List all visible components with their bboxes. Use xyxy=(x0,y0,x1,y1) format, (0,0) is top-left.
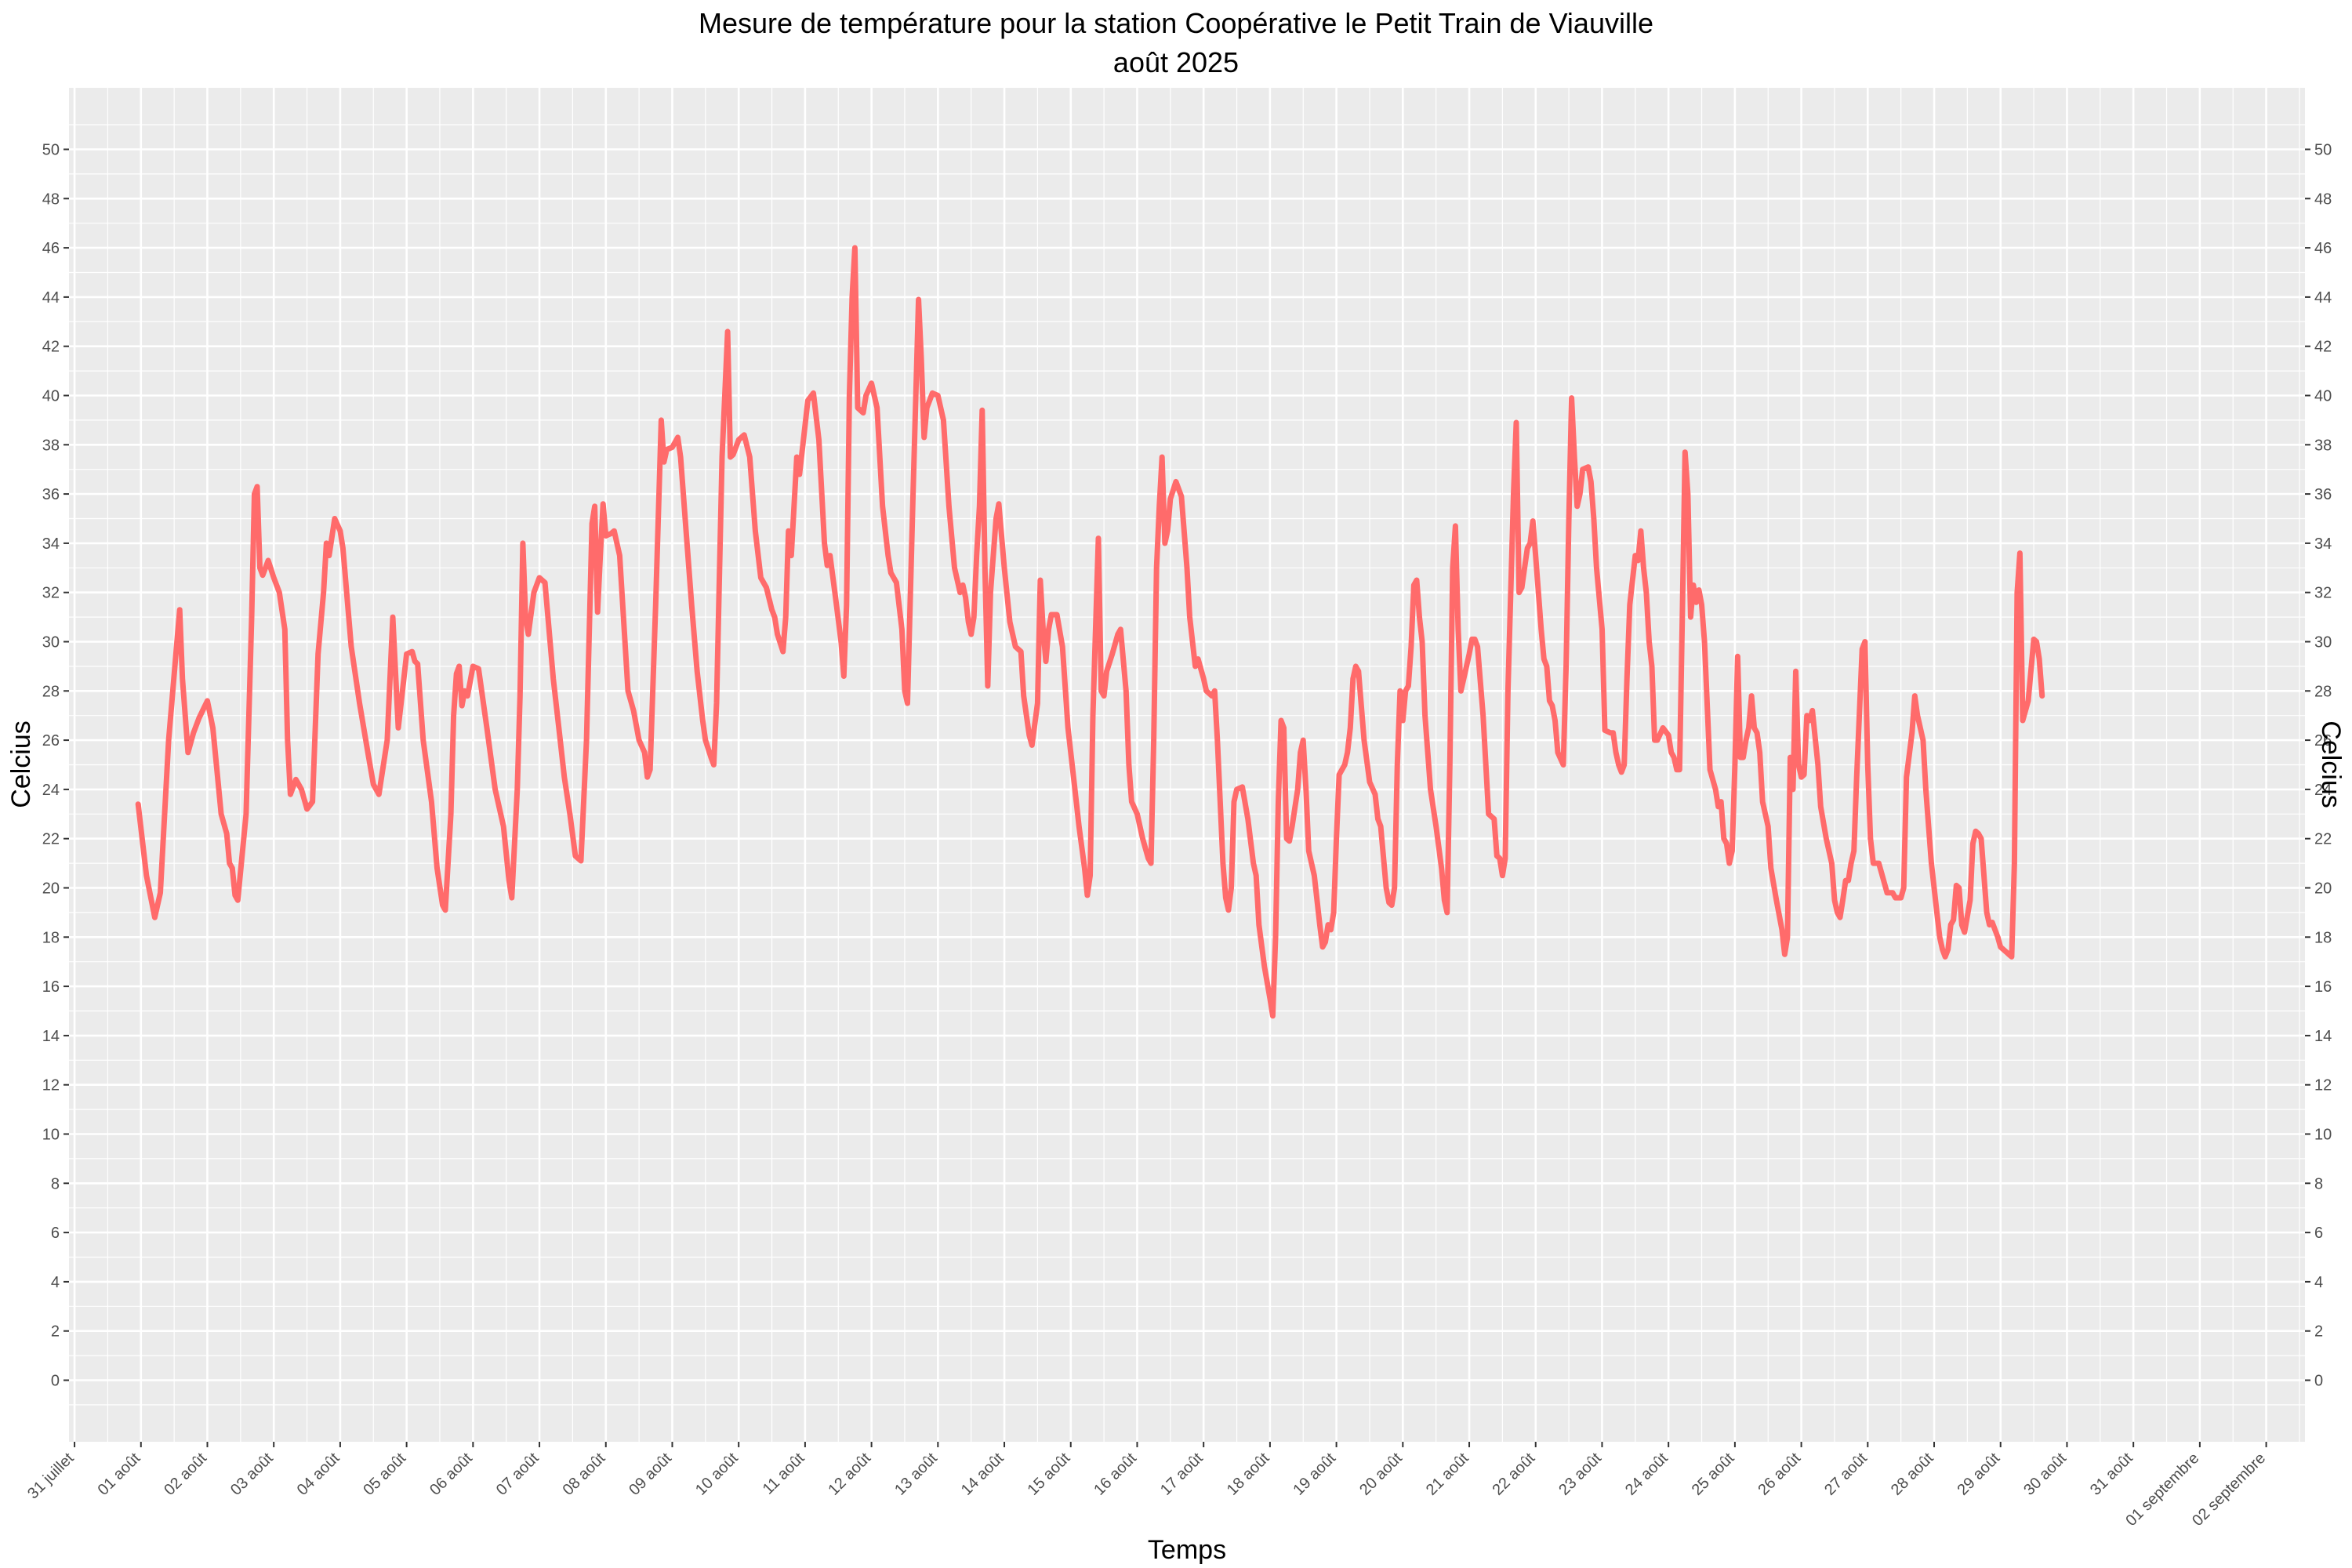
y-tick-label: 22 xyxy=(2314,831,2332,848)
y-tick-label: 36 xyxy=(42,486,60,503)
y-tick-label: 22 xyxy=(42,831,60,848)
y-tick-label: 2 xyxy=(51,1323,60,1341)
y-tick-label: 48 xyxy=(42,191,60,208)
y-tick-label: 6 xyxy=(2314,1225,2323,1242)
y-tick-label: 32 xyxy=(2314,585,2332,602)
y-axis-right: 0246810121416182022242628303234363840424… xyxy=(2305,142,2332,1390)
y-tick-label: 10 xyxy=(2314,1127,2332,1144)
y-tick-label: 24 xyxy=(2314,782,2332,799)
y-tick-label: 38 xyxy=(42,437,60,454)
y-tick-label: 4 xyxy=(51,1274,60,1291)
y-axis-title-left: Celcius xyxy=(6,720,36,808)
y-axis-title-right: Celcius xyxy=(2316,720,2346,808)
y-tick-label: 34 xyxy=(42,535,60,553)
y-tick-label: 12 xyxy=(42,1077,60,1094)
y-tick-label: 10 xyxy=(42,1127,60,1144)
y-tick-label: 2 xyxy=(2314,1323,2323,1341)
y-tick-label: 50 xyxy=(42,142,60,159)
y-tick-label: 46 xyxy=(2314,240,2332,257)
y-tick-label: 28 xyxy=(42,683,60,700)
y-tick-label: 14 xyxy=(2314,1028,2332,1045)
y-tick-label: 38 xyxy=(2314,437,2332,454)
temperature-series-line xyxy=(135,245,2045,1019)
y-tick-label: 16 xyxy=(2314,978,2332,996)
y-tick-label: 0 xyxy=(2314,1373,2323,1390)
y-tick-label: 0 xyxy=(51,1373,60,1390)
chart-subtitle: août 2025 xyxy=(1113,46,1239,78)
y-tick-label: 6 xyxy=(51,1225,60,1242)
x-axis-title: Temps xyxy=(1148,1535,1226,1565)
y-tick-label: 40 xyxy=(42,388,60,405)
y-axis-left: 0246810121416182022242628303234363840424… xyxy=(42,142,69,1390)
minor-gridlines xyxy=(69,88,2305,1442)
y-tick-label: 4 xyxy=(2314,1274,2323,1291)
y-tick-label: 28 xyxy=(2314,683,2332,700)
y-tick-label: 36 xyxy=(2314,486,2332,503)
data-series xyxy=(135,245,2045,1019)
y-tick-label: 16 xyxy=(42,978,60,996)
y-tick-label: 42 xyxy=(2314,339,2332,356)
y-tick-label: 48 xyxy=(2314,191,2332,208)
y-tick-label: 20 xyxy=(2314,880,2332,898)
y-tick-label: 30 xyxy=(2314,634,2332,652)
y-tick-label: 42 xyxy=(42,339,60,356)
y-tick-label: 20 xyxy=(42,880,60,898)
y-tick-label: 14 xyxy=(42,1028,60,1045)
y-tick-label: 8 xyxy=(51,1175,60,1192)
y-tick-label: 46 xyxy=(42,240,60,257)
chart-title: Mesure de température pour la station Co… xyxy=(699,7,1653,39)
y-tick-label: 12 xyxy=(2314,1077,2332,1094)
y-tick-label: 50 xyxy=(2314,142,2332,159)
y-tick-label: 40 xyxy=(2314,388,2332,405)
y-tick-label: 26 xyxy=(42,732,60,750)
y-tick-label: 44 xyxy=(42,289,60,307)
y-tick-label: 8 xyxy=(2314,1175,2323,1192)
y-tick-label: 34 xyxy=(2314,535,2332,553)
y-tick-label: 44 xyxy=(2314,289,2332,307)
y-tick-label: 24 xyxy=(42,782,60,799)
y-tick-label: 26 xyxy=(2314,732,2332,750)
y-tick-label: 18 xyxy=(2314,929,2332,946)
y-tick-label: 30 xyxy=(42,634,60,652)
y-tick-label: 32 xyxy=(42,585,60,602)
y-tick-label: 18 xyxy=(42,929,60,946)
